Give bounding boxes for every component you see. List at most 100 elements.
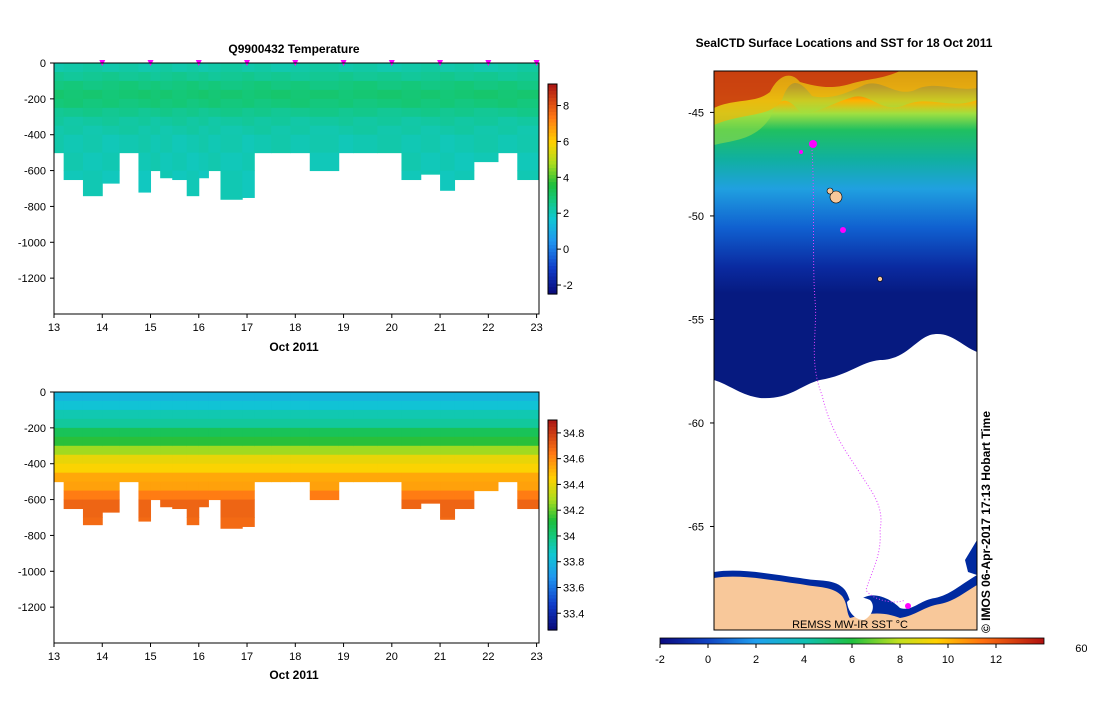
salinity-cell <box>420 418 441 429</box>
temperature-cell <box>401 89 422 100</box>
salinity-cell <box>338 463 354 474</box>
colorbar-cell <box>548 206 557 211</box>
salinity-cell <box>208 472 221 483</box>
salinity-cell <box>517 418 540 429</box>
colorbar-cell <box>548 616 557 621</box>
salinity-cell <box>82 499 103 518</box>
temperature-cell <box>220 98 243 109</box>
salinity-cell <box>338 400 354 411</box>
salinity-cell <box>517 436 540 447</box>
temperature-cell <box>309 152 340 172</box>
temperature-cell <box>138 116 152 127</box>
temperature-cell <box>198 125 209 136</box>
temperature-cell <box>138 107 152 118</box>
temperature-panel: Q9900432 Temperature 0 -200 -400 -600 -800 -1… <box>18 42 573 354</box>
colorbar-cell <box>548 119 557 124</box>
temperature-cell <box>271 63 291 73</box>
temperature-cell <box>186 107 200 118</box>
temperature-cell <box>208 89 221 100</box>
salinity-cell <box>517 490 540 501</box>
salinity-cell <box>138 472 152 483</box>
temperature-cell <box>138 89 152 100</box>
x-tick-label: 21 <box>434 322 446 334</box>
temperature-cell <box>63 98 84 109</box>
temperature-cell <box>82 152 103 172</box>
sst-hot-water <box>714 71 900 108</box>
salinity-cell <box>82 400 103 411</box>
salinity-cell <box>54 472 65 483</box>
temperature-cell <box>160 89 173 100</box>
salinity-cell <box>517 427 540 438</box>
temperature-cell <box>198 134 209 154</box>
salinity-cell <box>102 454 120 465</box>
sst-source-label: REMSS MW-IR SST °C <box>792 619 908 631</box>
imos-credit: © IMOS 06-Apr-2017 17:13 Hobart Time <box>979 411 993 633</box>
temperature-cell <box>208 134 221 154</box>
salinity-cell <box>440 427 456 438</box>
colorbar-cell <box>548 623 557 628</box>
island <box>826 187 834 195</box>
colorbar-cell <box>548 521 557 526</box>
salinity-cell <box>150 481 161 492</box>
temperature-cell <box>338 107 354 118</box>
sst-map-panel: SealCTD Surface Locations and SST for 18… <box>655 36 1087 666</box>
x-tick-label: 17 <box>241 651 253 663</box>
salinity-cell <box>138 499 152 518</box>
salinity-cell <box>138 454 152 465</box>
temperature-cell <box>454 80 475 91</box>
y-tick-label: -1200 <box>18 273 46 285</box>
salinity-cell <box>271 436 291 447</box>
temperature-cell <box>63 89 84 100</box>
temperature-cell <box>160 63 173 73</box>
salinity-cell <box>420 454 441 465</box>
salinity-cell <box>186 499 200 518</box>
salinity-cell <box>220 490 243 501</box>
salinity-cell <box>401 392 422 402</box>
salinity-cell <box>377 418 402 429</box>
temperature-cell <box>271 71 291 82</box>
salinity-cell <box>208 481 221 492</box>
colorbar-cell <box>548 444 557 449</box>
temperature-cell <box>473 116 499 127</box>
temperature-cell <box>353 89 378 100</box>
temperature-cell <box>242 80 255 91</box>
salinity-cell <box>172 463 188 474</box>
x-tick-label: 15 <box>144 322 156 334</box>
temperature-cell <box>150 152 161 172</box>
temperature-cell <box>254 107 272 118</box>
temperature-cell <box>497 98 518 109</box>
colorbar-cell <box>548 234 557 239</box>
temperature-cell <box>454 89 475 100</box>
temperature-cell <box>473 71 499 82</box>
temperature-cell <box>186 134 200 154</box>
temperature-cell <box>160 98 173 109</box>
salinity-cell <box>440 517 456 520</box>
salinity-cell <box>63 490 84 501</box>
salinity-cell <box>172 392 188 402</box>
salinity-cell <box>82 472 103 483</box>
colorbar-cell <box>548 626 557 631</box>
temperature-cell <box>220 89 243 100</box>
salinity-cell <box>254 427 272 438</box>
temperature-cell <box>82 98 103 109</box>
colorbar-cell <box>548 91 557 96</box>
salinity-cell <box>63 436 84 447</box>
colorbar-tick-label: 34 <box>563 531 575 543</box>
temperature-cell <box>172 152 188 172</box>
salinity-cell <box>150 490 161 501</box>
salinity-cell <box>401 436 422 447</box>
temperature-cell <box>517 89 540 100</box>
temperature-cell <box>220 125 243 136</box>
colorbar-cell <box>548 577 557 582</box>
salinity-cell <box>102 481 120 492</box>
salinity-cell <box>186 490 200 501</box>
temperature-cell <box>220 80 243 91</box>
salinity-cell <box>290 472 311 483</box>
temperature-cell <box>353 80 378 91</box>
y-tick-label: -800 <box>24 201 46 213</box>
colorbar-cell <box>548 112 557 117</box>
temperature-cell <box>309 63 340 73</box>
temperature-cell <box>119 89 139 100</box>
x-tick-label: 23 <box>530 322 542 334</box>
salinity-cell <box>102 409 120 420</box>
